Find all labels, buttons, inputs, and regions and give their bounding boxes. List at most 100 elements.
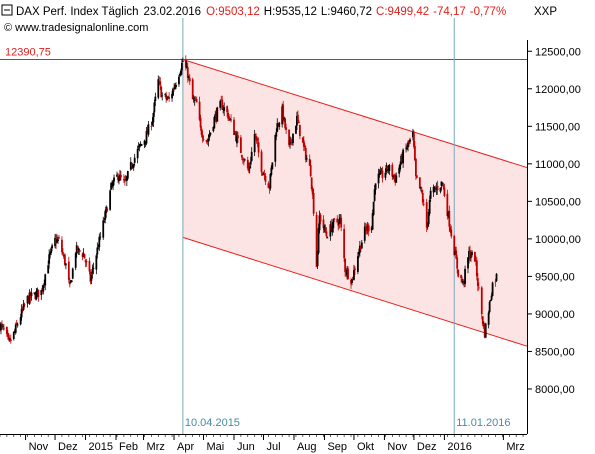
candle	[256, 137, 259, 148]
candle	[350, 277, 352, 289]
candle	[68, 277, 71, 288]
candle	[106, 206, 109, 212]
candle	[74, 251, 77, 271]
candle	[214, 110, 217, 122]
candle	[199, 114, 202, 131]
candle	[202, 135, 205, 142]
candle	[309, 159, 312, 178]
candle	[36, 287, 39, 298]
x-month-label: 2015	[89, 441, 113, 453]
candle	[456, 255, 459, 274]
candle	[16, 322, 19, 328]
candle	[239, 134, 242, 154]
candle	[402, 148, 405, 168]
candle	[9, 334, 12, 344]
candle	[179, 72, 181, 77]
candle	[168, 92, 171, 102]
candle	[27, 295, 30, 304]
candle	[267, 181, 270, 189]
candle	[44, 273, 47, 291]
candle	[339, 214, 342, 224]
candle	[175, 82, 177, 90]
y-tick-label: 11000,00	[535, 159, 580, 171]
candle	[77, 247, 80, 255]
candle	[1, 320, 3, 329]
candle	[55, 233, 57, 249]
candle	[490, 292, 493, 301]
candle	[26, 295, 29, 308]
candle	[344, 258, 347, 277]
candle	[406, 145, 408, 150]
candle	[379, 166, 382, 175]
candle	[6, 329, 9, 340]
candle	[357, 248, 360, 259]
candle	[165, 91, 168, 103]
candle	[112, 179, 114, 191]
candle	[75, 241, 78, 258]
candle	[494, 278, 497, 287]
candle	[220, 95, 223, 101]
candle	[241, 156, 244, 164]
candle	[103, 218, 106, 224]
candle	[427, 208, 430, 228]
candle	[222, 105, 225, 114]
candle	[317, 223, 320, 255]
candle	[49, 251, 52, 259]
candle	[447, 210, 450, 219]
candle	[463, 280, 465, 288]
candle	[338, 214, 341, 229]
candle	[57, 236, 59, 244]
candle	[184, 55, 187, 71]
candle	[13, 328, 16, 333]
candle	[152, 111, 155, 127]
candle	[419, 186, 422, 192]
candle	[98, 233, 101, 251]
candle	[23, 302, 26, 308]
x-month-label: Sep	[327, 441, 347, 453]
candle	[120, 170, 122, 181]
candle	[129, 157, 132, 171]
candle	[387, 164, 390, 174]
candle	[82, 248, 85, 258]
candle	[414, 158, 417, 180]
candle	[5, 326, 8, 337]
candle	[161, 92, 164, 101]
channel-upper-line	[182, 59, 528, 169]
candle	[113, 174, 115, 186]
candle	[330, 219, 333, 233]
header-open: O:9503,12	[206, 6, 260, 18]
candle	[308, 154, 311, 166]
candle	[367, 223, 370, 237]
candle	[2, 323, 4, 331]
candle	[284, 117, 287, 131]
instrument-name: DAX Perf. Index Täglich	[16, 6, 139, 18]
candle	[201, 130, 204, 143]
header-high: H:9535,12	[264, 6, 317, 18]
candle	[446, 189, 449, 220]
candle	[318, 210, 321, 234]
candle	[388, 163, 391, 175]
y-tick-label: 8500,00	[535, 346, 575, 358]
candle	[186, 62, 189, 83]
candle	[298, 124, 301, 140]
candle	[303, 142, 306, 151]
candle	[354, 266, 356, 276]
candle	[67, 256, 70, 284]
candle	[381, 166, 384, 183]
candle	[70, 280, 73, 283]
candle	[234, 131, 236, 135]
candle	[374, 183, 377, 195]
candle	[377, 168, 380, 189]
candle	[205, 139, 208, 144]
candle	[347, 266, 349, 280]
candle	[90, 271, 93, 285]
candle	[360, 239, 363, 249]
candle	[34, 291, 37, 301]
candle	[414, 141, 416, 162]
candle	[255, 136, 258, 144]
y-tick-label: 9500,00	[535, 271, 575, 283]
candle	[71, 267, 74, 280]
header-date: 23.02.2016	[144, 6, 202, 18]
candle	[173, 83, 175, 92]
